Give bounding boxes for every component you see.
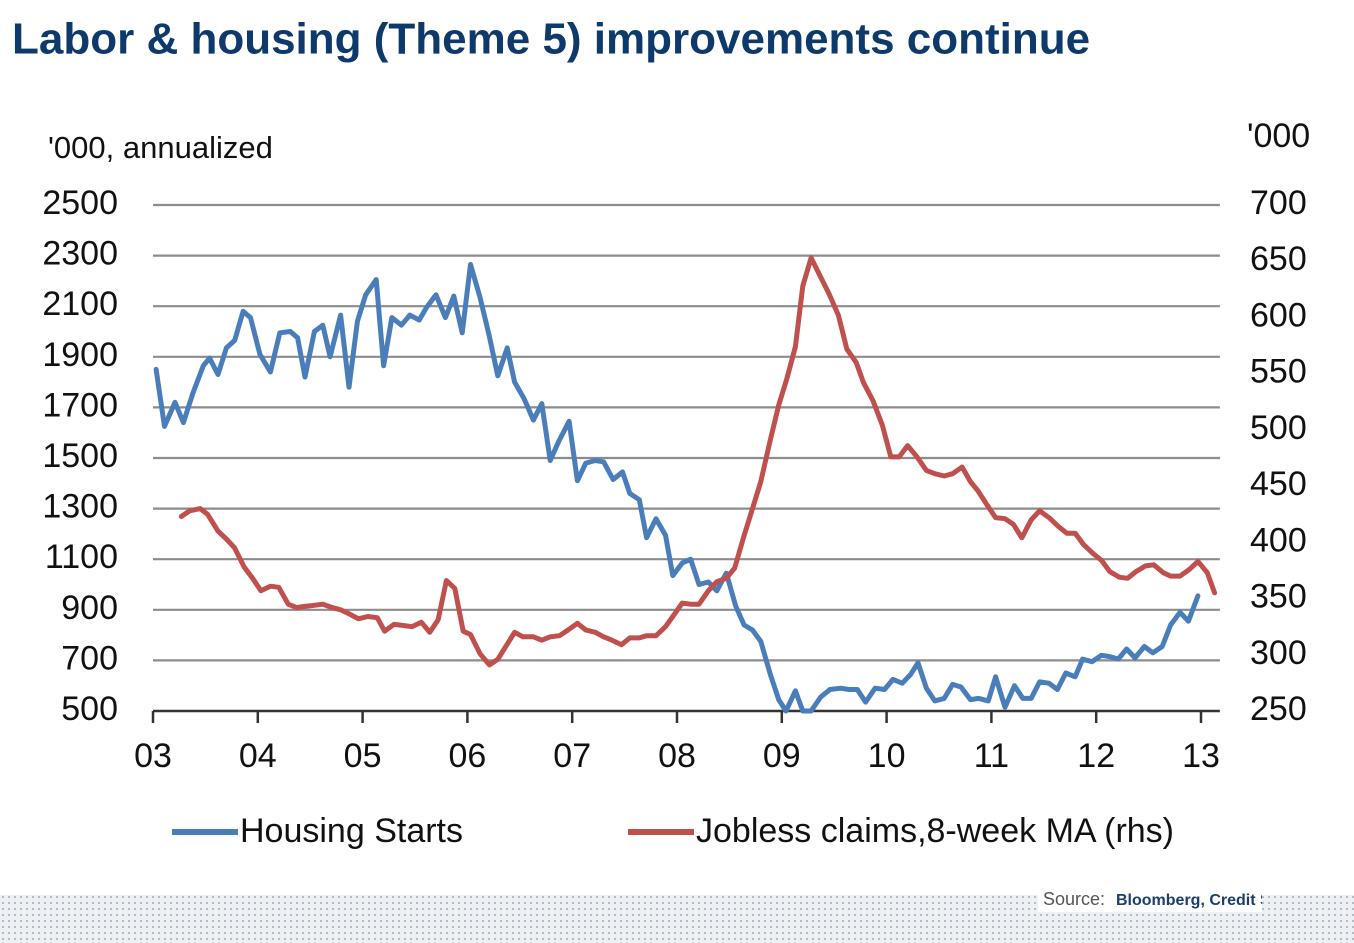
y-tick-label: 2500 xyxy=(42,184,118,222)
chart-title: Labor & housing (Theme 5) improvements c… xyxy=(12,15,1090,64)
y2-tick-label: 550 xyxy=(1250,353,1307,391)
source-bg xyxy=(1038,886,1262,912)
x-tick-label: 08 xyxy=(658,737,696,775)
y-axis-label: '000, annualized xyxy=(48,130,273,165)
data-line xyxy=(178,255,1218,668)
y2-tick-label: 700 xyxy=(1250,184,1307,222)
y2-axis-label: '000 xyxy=(1247,117,1310,155)
y2-tick-label: 650 xyxy=(1250,240,1307,278)
x-tick-label: 12 xyxy=(1077,737,1115,775)
legend-label: Jobless claims,8-week MA (rhs) xyxy=(696,812,1174,850)
y2-tick-label: 400 xyxy=(1250,521,1307,559)
y-tick-label: 700 xyxy=(61,639,118,677)
y-tick-label: 1300 xyxy=(42,488,118,526)
x-tick-label: 06 xyxy=(448,737,486,775)
y-tick-label: 2300 xyxy=(42,235,118,273)
y-tick-label: 1500 xyxy=(42,437,118,475)
x-tick-label: 13 xyxy=(1182,737,1220,775)
x-tick-label: 04 xyxy=(239,737,277,775)
x-tick-label: 09 xyxy=(763,737,801,775)
x-tick-label: 11 xyxy=(974,737,1009,775)
source-prefix: Source: xyxy=(1043,889,1105,909)
y-tick-label: 500 xyxy=(61,690,118,728)
y2-tick-label: 600 xyxy=(1250,296,1307,334)
x-tick-label: 10 xyxy=(868,737,906,775)
y2-tick-label: 350 xyxy=(1250,578,1307,616)
x-tick-label: 03 xyxy=(134,737,172,775)
y2-tick-label: 450 xyxy=(1250,465,1307,503)
y-tick-label: 1100 xyxy=(45,538,118,576)
source-text: Bloomberg, Credit Suisse xyxy=(1116,892,1312,909)
x-tick-label: 07 xyxy=(553,737,591,775)
data-line xyxy=(153,262,1201,714)
x-tick-label: 05 xyxy=(344,737,382,775)
y-tick-label: 1700 xyxy=(42,386,118,424)
y-tick-label: 1900 xyxy=(42,336,118,374)
legend-label: Housing Starts xyxy=(240,812,463,850)
y-tick-label: 900 xyxy=(61,589,118,627)
y2-tick-label: 250 xyxy=(1250,690,1307,728)
y-tick-label: 2100 xyxy=(42,285,118,323)
y2-tick-label: 300 xyxy=(1250,634,1307,672)
y2-tick-label: 500 xyxy=(1250,409,1307,447)
